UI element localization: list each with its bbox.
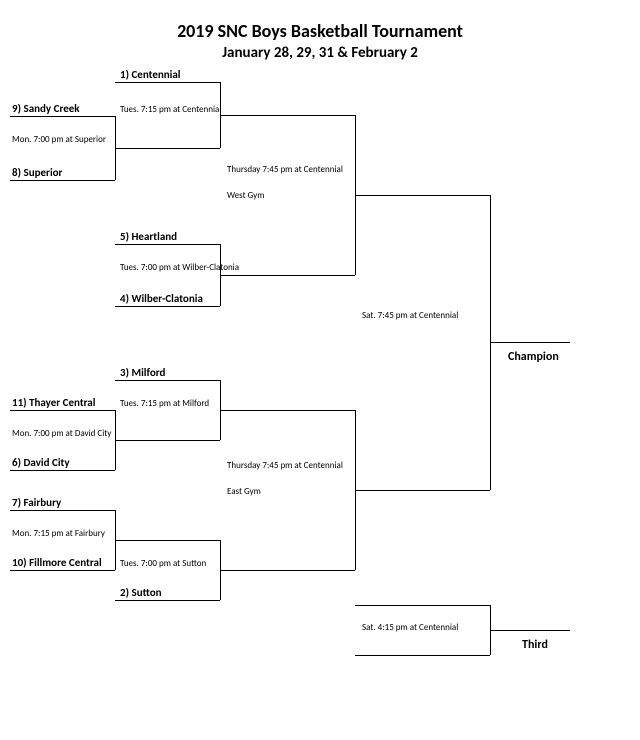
game-info: Sat. 4:15 pm at Centennial	[360, 622, 458, 633]
team-sutton: 2) Sutton	[118, 586, 162, 599]
bracket-line	[115, 148, 220, 149]
bracket-line	[115, 306, 220, 307]
bracket-line	[220, 570, 355, 571]
team-wilber-clatonia: 4) Wilber-Clatonia	[118, 292, 203, 305]
champion-label: Champion	[508, 350, 559, 364]
team-superior: 8) Superior	[10, 166, 62, 179]
game-info: Tues. 7:15 pm at Centennial	[118, 104, 221, 115]
game-info: Tues. 7:00 pm at Sutton	[118, 558, 206, 569]
bracket-line	[10, 410, 115, 411]
game-info: Tues. 7:15 pm at Milford	[118, 398, 209, 409]
bracket-line	[115, 540, 220, 541]
team-sandy-creek: 9) Sandy Creek	[10, 102, 80, 115]
team-centennial: 1) Centennial	[118, 68, 181, 81]
bracket-line	[490, 342, 570, 343]
team-heartland: 5) Heartland	[118, 230, 177, 243]
bracket-line	[490, 630, 570, 631]
bracket-container: 9) Sandy Creek Mon. 7:00 pm at Superior …	[10, 80, 630, 700]
bracket-line	[10, 570, 115, 571]
game-info: Thursday 7:45 pm at Centennial	[225, 460, 343, 471]
bracket-line	[115, 600, 220, 601]
tournament-title: 2019 SNC Boys Basketball Tournament	[10, 20, 630, 42]
bracket-line	[220, 410, 355, 411]
bracket-line	[355, 195, 490, 196]
bracket-line	[115, 440, 220, 441]
team-fillmore-central: 10) Fillmore Central	[10, 556, 102, 569]
bracket-line	[10, 470, 115, 471]
game-info: Thursday 7:45 pm at Centennial	[225, 164, 343, 175]
tournament-dates: January 28, 29, 31 & February 2	[10, 44, 630, 62]
bracket-line	[355, 655, 490, 656]
gym-info: East Gym	[225, 486, 261, 497]
game-info: Mon. 7:15 pm at Fairbury	[10, 528, 105, 539]
header: 2019 SNC Boys Basketball Tournament Janu…	[10, 20, 630, 62]
game-info: Mon. 7:00 pm at Superior	[10, 134, 106, 145]
bracket-line	[115, 244, 220, 245]
game-info: Mon. 7:00 pm at David City	[10, 428, 111, 439]
bracket-line	[355, 605, 490, 606]
bracket-line	[220, 275, 355, 276]
team-milford: 3) Milford	[118, 366, 165, 379]
bracket-line	[10, 116, 115, 117]
bracket-line	[220, 115, 355, 116]
game-info: Sat. 7:45 pm at Centennial	[360, 310, 458, 321]
team-thayer-central: 11) Thayer Central	[10, 396, 95, 409]
bracket-line	[10, 510, 115, 511]
third-label: Third	[522, 638, 548, 652]
gym-info: West Gym	[225, 190, 264, 201]
bracket-line	[355, 490, 490, 491]
bracket-line	[115, 380, 220, 381]
bracket-line	[10, 180, 115, 181]
bracket-line	[115, 82, 220, 83]
team-fairbury: 7) Fairbury	[10, 496, 61, 509]
team-david-city: 6) David City	[10, 456, 70, 469]
